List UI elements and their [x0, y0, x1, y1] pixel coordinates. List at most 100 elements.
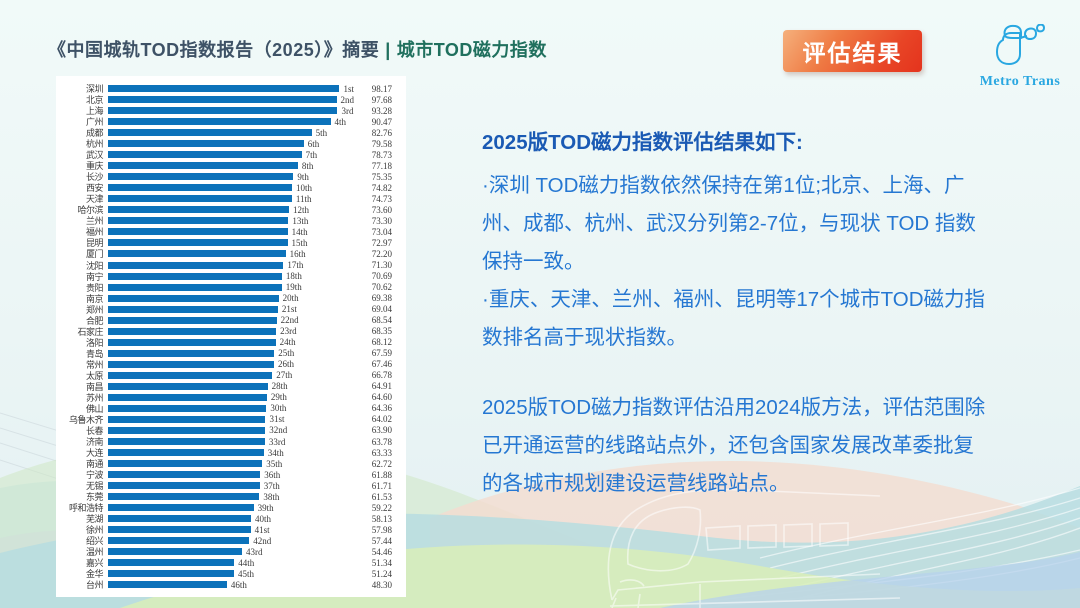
index-bar — [108, 504, 254, 512]
evaluation-result-badge[interactable]: 评估结果 — [783, 30, 922, 72]
index-value: 73.04 — [371, 226, 392, 237]
rank-label: 32nd — [269, 425, 288, 436]
index-value: 63.78 — [371, 436, 392, 447]
train-watermark — [607, 488, 901, 608]
rank-label: 30th — [270, 403, 287, 414]
rank-label: 41st — [254, 524, 270, 535]
chart-row: 济南 33rd 63.78 — [66, 436, 392, 448]
bar-area: 9th — [108, 172, 354, 182]
bar-area: 26th — [108, 359, 354, 369]
city-label: 嘉兴 — [85, 558, 104, 569]
index-value: 64.02 — [371, 414, 392, 425]
rank-label: 23rd — [280, 326, 297, 337]
rank-label: 6th — [307, 138, 320, 149]
city-label: 济南 — [85, 437, 104, 447]
chart-row: 厦门 16th 72.20 — [66, 248, 392, 260]
index-value: 51.24 — [371, 568, 392, 579]
city-label: 乌鲁木齐 — [68, 414, 104, 425]
bar-area: 25th — [108, 348, 354, 358]
rank-label: 31st — [269, 414, 285, 425]
summary-text-block: 2025版TOD磁力指数评估结果如下: ·深圳 TOD磁力指数依然保持在第1位;… — [482, 128, 992, 503]
index-value: 51.34 — [371, 557, 392, 568]
index-bar — [108, 129, 312, 137]
index-bar — [108, 184, 293, 192]
rank-label: 28th — [271, 381, 288, 392]
index-bar — [108, 493, 260, 501]
rank-label: 22nd — [280, 315, 299, 326]
chart-row: 北京 2nd 97.68 — [66, 94, 392, 106]
index-value: 67.59 — [371, 348, 392, 359]
city-label: 洛阳 — [85, 337, 104, 348]
city-label: 太原 — [85, 370, 104, 381]
city-label: 青岛 — [85, 348, 104, 359]
rank-label: 27th — [276, 370, 293, 381]
rank-label: 13th — [292, 215, 309, 226]
bar-area: 21st — [108, 304, 354, 314]
chart-row: 徐州 41st 57.98 — [66, 524, 392, 536]
index-bar — [108, 426, 266, 434]
index-bar — [108, 272, 282, 280]
index-value: 90.47 — [371, 116, 392, 127]
rank-label: 1st — [343, 83, 354, 94]
city-label: 温州 — [85, 547, 104, 558]
chart-row: 西安 10th 74.82 — [66, 182, 392, 194]
rank-label: 36th — [264, 469, 281, 480]
city-label: 呼和浩特 — [68, 503, 104, 514]
chart-row: 石家庄 23rd 68.35 — [66, 326, 392, 337]
index-bar — [108, 360, 274, 368]
index-bar — [108, 206, 290, 214]
chart-row: 合肥 22nd 68.54 — [66, 315, 392, 326]
index-bar — [108, 162, 298, 170]
index-value: 78.73 — [371, 149, 392, 160]
chart-row: 南通 35th 62.72 — [66, 458, 392, 470]
city-label: 兰州 — [85, 216, 104, 227]
city-label: 苏州 — [85, 392, 104, 403]
index-bar — [108, 338, 276, 346]
chart-row: 武汉 7th 78.73 — [66, 149, 392, 161]
index-value: 63.33 — [371, 447, 392, 458]
index-value: 72.20 — [371, 248, 392, 259]
index-bar — [108, 195, 292, 203]
index-value: 67.46 — [371, 359, 392, 370]
bar-area: 3rd — [108, 106, 354, 116]
bar-area: 20th — [108, 293, 354, 303]
index-value: 68.54 — [371, 315, 392, 326]
chart-row: 哈尔滨 12th 73.60 — [66, 204, 392, 216]
chart-row: 东莞 38th 61.53 — [66, 491, 392, 503]
rank-label: 14th — [291, 226, 308, 237]
chart-row: 大连 34th 63.33 — [66, 447, 392, 459]
index-bar — [108, 537, 250, 545]
summary-paragraph-1: ·深圳 TOD磁力指数依然保持在第1位;北京、上海、广州、成都、杭州、武汉分列第… — [482, 174, 976, 273]
logo-wordmark: Metro Trans — [979, 74, 1061, 89]
index-bar — [108, 482, 260, 490]
summary-heading: 2025版TOD磁力指数评估结果如下: — [482, 131, 803, 154]
bar-area: 36th — [108, 470, 354, 480]
index-bar — [108, 96, 337, 104]
city-label: 西安 — [85, 183, 104, 194]
city-label: 哈尔滨 — [77, 205, 103, 216]
chart-row: 台州 46th 48.30 — [66, 579, 392, 591]
summary-paragraph-3: 2025版TOD磁力指数评估沿用2024版方法，评估范围除已开通运营的线路站点外… — [482, 396, 986, 495]
metro-trans-logo: Metro Trans — [968, 23, 1072, 90]
city-label: 长春 — [85, 425, 104, 436]
chart-row: 金华 45th 51.24 — [66, 568, 392, 580]
index-bar — [108, 316, 277, 324]
city-label: 重庆 — [85, 161, 104, 172]
index-bar — [108, 151, 302, 159]
bar-area: 32nd — [108, 425, 354, 435]
index-value: 61.53 — [371, 491, 392, 502]
city-label: 成都 — [85, 128, 104, 139]
index-value: 93.28 — [371, 105, 392, 116]
chart-row: 洛阳 24th 68.12 — [66, 337, 392, 348]
rank-label: 15th — [291, 237, 308, 248]
index-value: 72.97 — [371, 237, 392, 248]
rank-label: 5th — [315, 127, 328, 138]
rank-label: 37th — [263, 480, 280, 491]
index-value: 61.71 — [371, 480, 392, 491]
bar-area: 15th — [108, 238, 354, 248]
bar-area: 10th — [108, 183, 354, 193]
index-bar — [108, 118, 331, 126]
index-value: 77.18 — [371, 160, 392, 171]
index-bar — [108, 460, 263, 468]
rank-label: 18th — [285, 271, 302, 282]
